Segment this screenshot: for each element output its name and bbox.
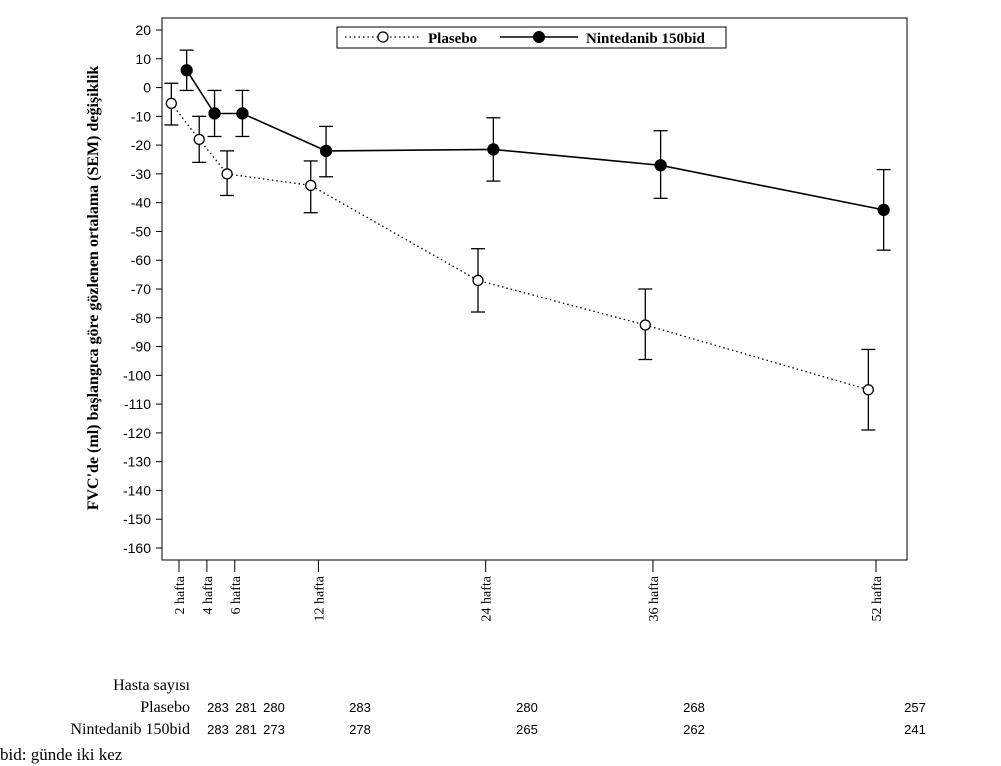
data-point [236, 107, 249, 120]
patients-count: 280 [516, 700, 538, 715]
data-point [654, 159, 667, 172]
y-tick-label: -100 [123, 367, 151, 383]
patients-count: 283 [207, 700, 229, 715]
data-point [305, 179, 317, 192]
legend-marker-nintedanib [533, 31, 545, 43]
patients-count: 280 [263, 700, 285, 715]
patients-count: 283 [349, 700, 371, 715]
y-axis: 20 10 0 -10 -20 -30 -40 -50 -60 -70 -80 -90 -100 -110… [123, 22, 162, 556]
patients-count: 257 [904, 700, 926, 715]
patients-count: 273 [263, 722, 285, 737]
x-tick-label: 52 hafta [870, 575, 885, 621]
data-point [472, 274, 484, 287]
patients-count: 262 [683, 722, 705, 737]
patients-row-name-plasebo: Plasebo [140, 699, 190, 716]
patients-count: 281 [235, 700, 257, 715]
x-tick-label: 2 hafta [173, 575, 188, 614]
data-point [193, 133, 205, 146]
y-tick-label: 20 [135, 22, 151, 38]
data-point [862, 384, 874, 396]
y-tick-label: -10 [131, 108, 151, 124]
y-tick-label: -50 [131, 223, 151, 239]
y-tick-label: -40 [131, 195, 151, 211]
series-line [170, 103, 869, 391]
data-point [487, 143, 500, 156]
x-tick-label: 36 hafta [647, 575, 662, 621]
data-point [877, 203, 890, 217]
data-point [639, 319, 651, 331]
y-axis-label: FVC'de (ml) başlangıca göre gözlenen ort… [85, 66, 102, 511]
x-tick-label: 4 hafta [201, 575, 216, 614]
y-tick-label: -30 [131, 166, 151, 182]
patients-count: 283 [207, 722, 229, 737]
y-tick-label: -150 [123, 511, 151, 527]
series-layer [164, 49, 891, 431]
y-tick-label: -130 [123, 454, 151, 470]
y-tick-label: -110 [124, 396, 151, 412]
patients-count: 268 [683, 700, 705, 715]
legend-label-nintedanib: Nintedanib 150bid [586, 31, 705, 47]
patients-count: 241 [904, 722, 926, 737]
data-point [319, 144, 333, 158]
legend: Plasebo Nintedanib 150bid [336, 26, 727, 49]
x-tick-label: 6 hafta [229, 575, 244, 614]
data-point [180, 64, 193, 77]
series-nintedanib [179, 49, 891, 251]
data-point [208, 107, 221, 120]
legend-marker-plasebo [377, 31, 389, 43]
y-tick-label: -60 [131, 252, 151, 268]
y-tick-label: 10 [135, 51, 151, 67]
y-tick-label: 0 [143, 80, 151, 96]
y-tick-label: -90 [131, 339, 151, 355]
y-tick-label: -160 [123, 540, 151, 556]
y-tick-label: -20 [131, 137, 151, 153]
legend-label-plasebo: Plasebo [428, 31, 477, 47]
patients-count: 278 [349, 722, 371, 737]
y-tick-label: -140 [123, 482, 151, 498]
patients-count: 265 [516, 722, 538, 737]
y-tick-label: -80 [131, 310, 151, 326]
series-line [186, 69, 884, 211]
x-axis: 2 hafta 4 hafta 6 hafta 12 hafta 24 hafta 36 … [173, 560, 885, 621]
x-tick-label: 24 hafta [480, 575, 495, 621]
plot-frame [161, 17, 908, 561]
patients-row-name-nintedanib: Nintedanib 150bid [70, 721, 190, 738]
patients-table-header: Hasta sayısı [113, 677, 190, 694]
patients-count: 281 [235, 722, 257, 737]
data-point [165, 97, 177, 110]
x-tick-label: 12 hafta [312, 575, 327, 621]
footnote: bid: günde iki kez [0, 745, 123, 764]
data-point [221, 168, 233, 180]
patients-table-values: 283 281 280 283 280 268 257 283 281 273 278 265 262 2… [207, 700, 926, 737]
y-tick-label: -70 [131, 281, 151, 297]
y-tick-label: -120 [123, 425, 151, 441]
series-plasebo [164, 82, 876, 431]
